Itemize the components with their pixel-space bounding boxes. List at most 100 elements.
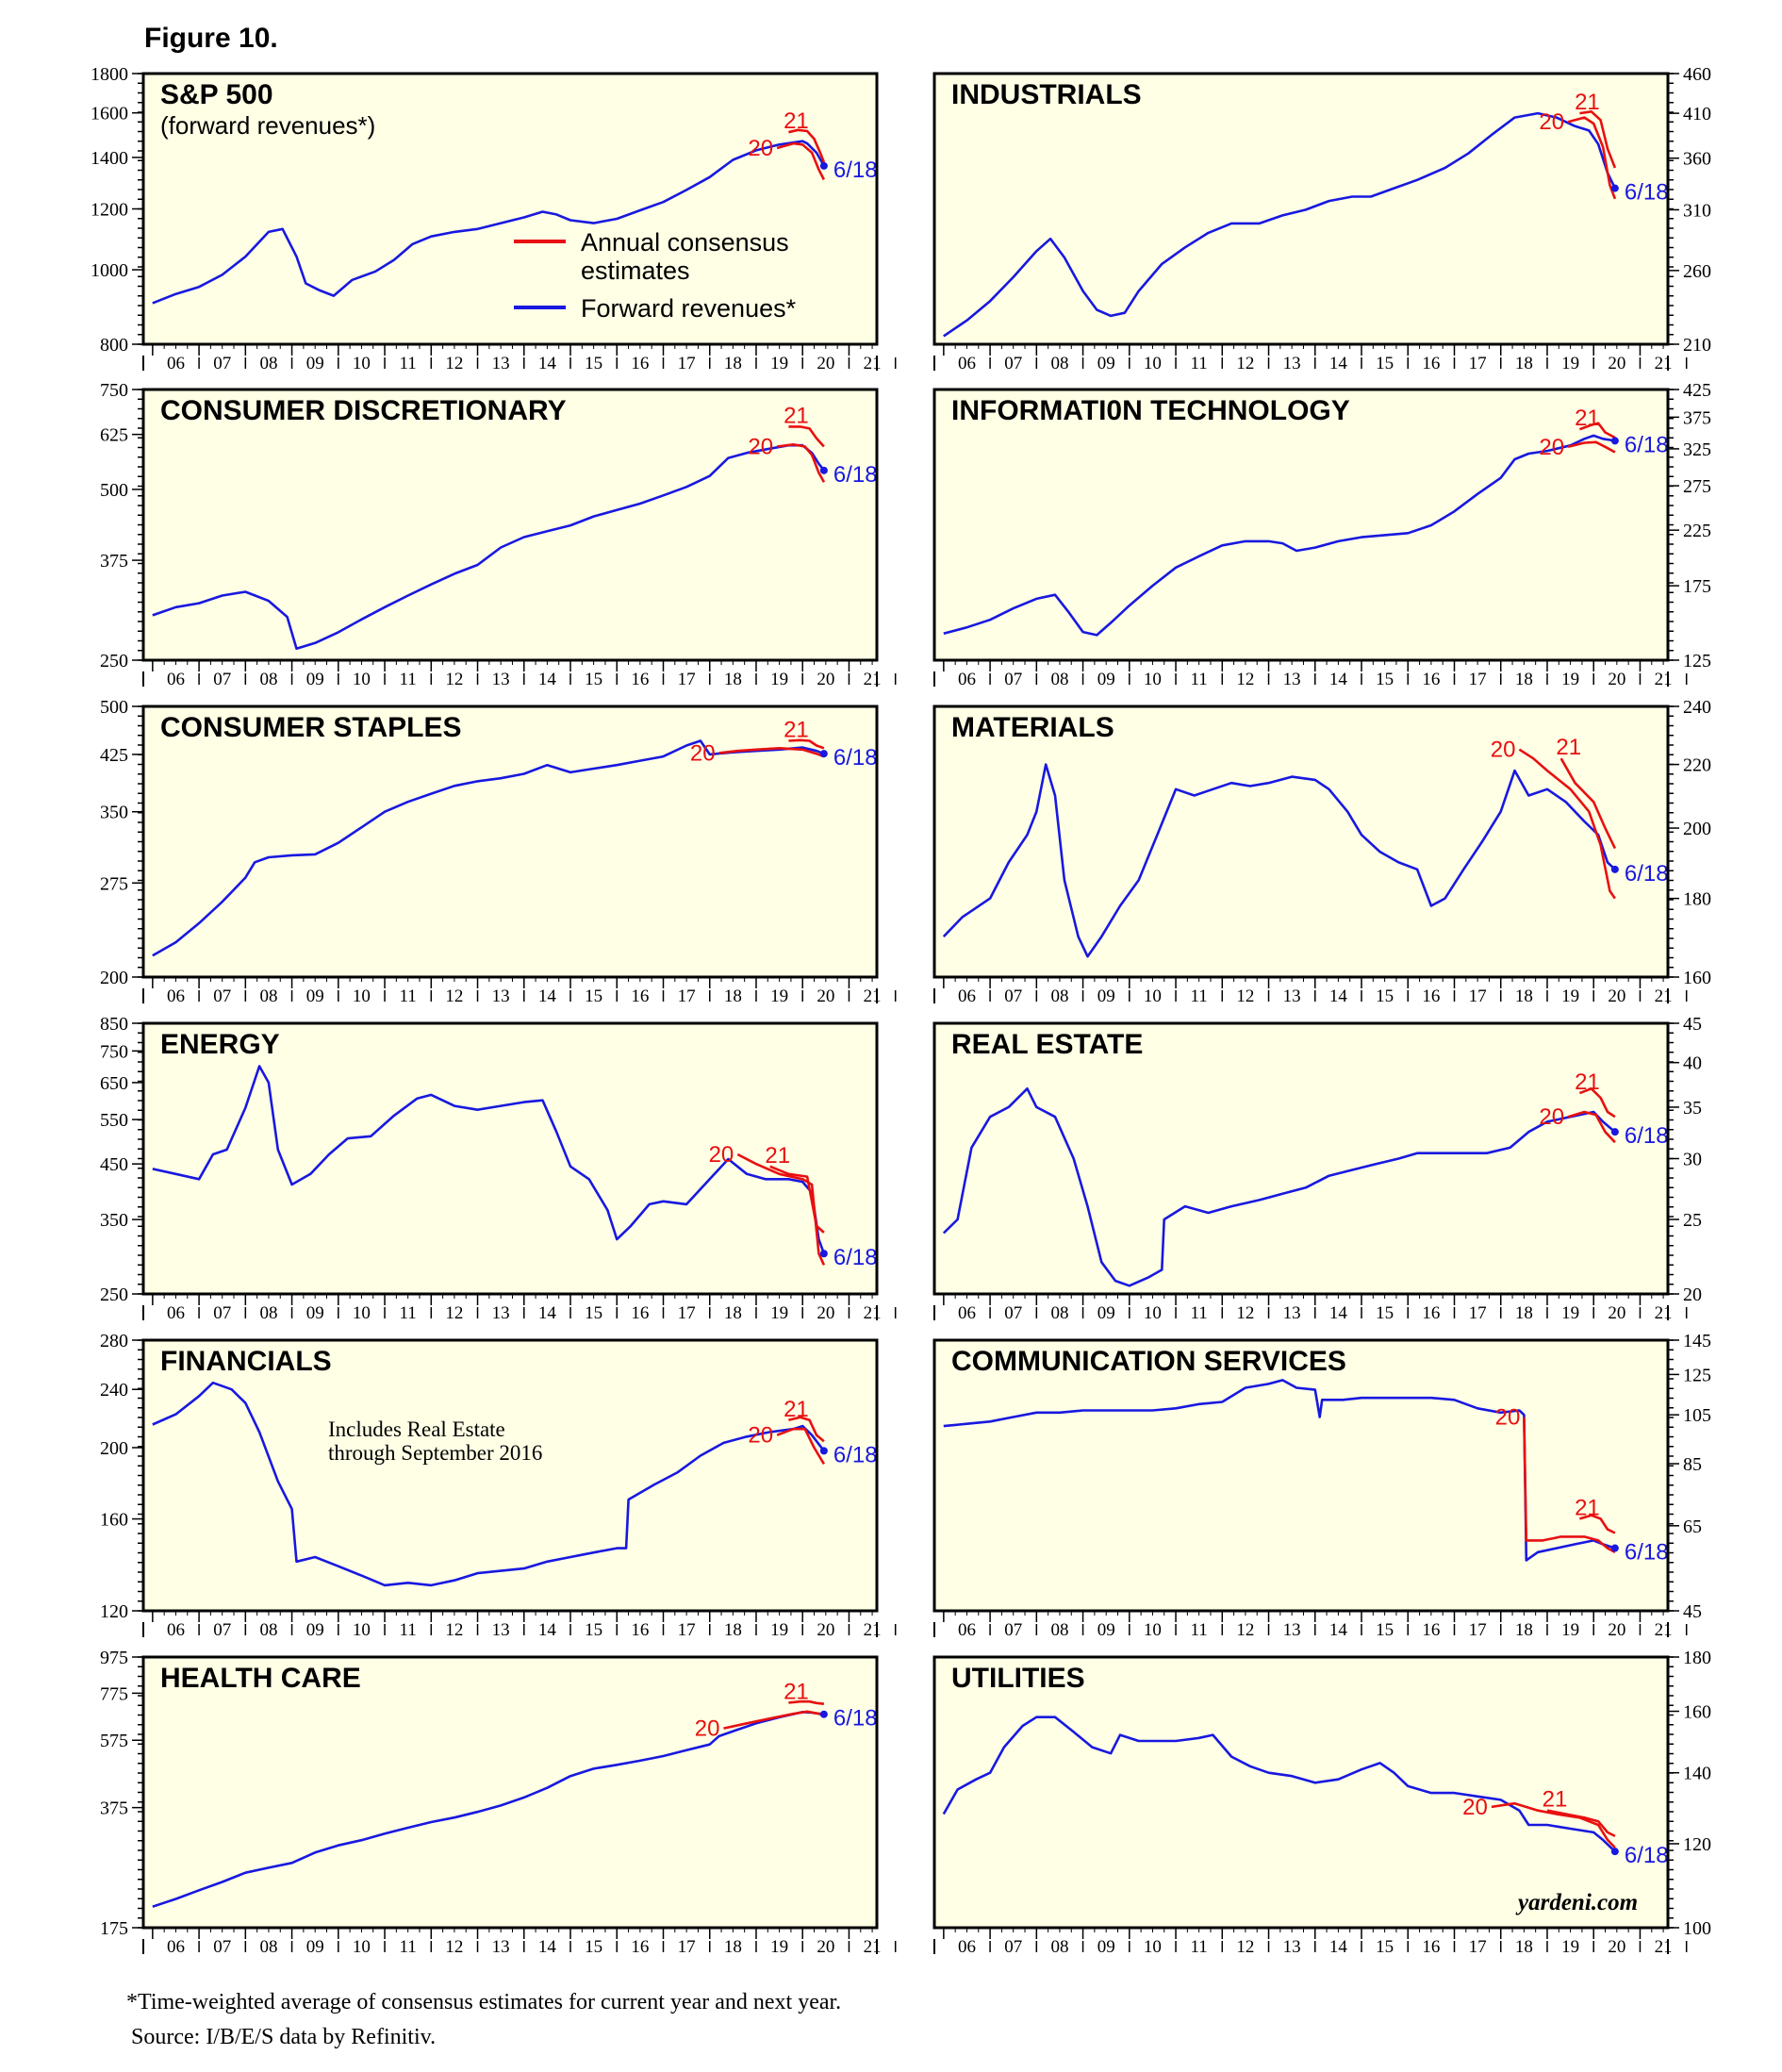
x-tick-label: 16 — [1422, 1937, 1440, 1957]
consensus-estimate-line — [788, 1416, 825, 1443]
y-tick-label: 350 — [100, 803, 128, 823]
x-tick-label: 07 — [1004, 1620, 1022, 1640]
x-tick-label: 10 — [1144, 986, 1162, 1006]
y-tick-label: 1800 — [91, 64, 128, 85]
plot-area — [143, 390, 877, 660]
y-tick-label: 45 — [1683, 1014, 1702, 1035]
x-tick-label: 13 — [1283, 986, 1301, 1006]
consensus-estimate-line — [1579, 110, 1617, 169]
x-tick-label: 21 — [1655, 986, 1673, 1006]
x-tick-label: 10 — [353, 670, 371, 689]
chart-title: COMMUNICATION SERVICES — [951, 1346, 1346, 1377]
x-tick-label: 13 — [1283, 1937, 1301, 1957]
x-tick-label: 20 — [1608, 670, 1625, 689]
y-tick-label: 1600 — [91, 104, 128, 124]
chart-panel: 850 750 650 550 450 350 250 06 07 08 09 10 11 12 13 14 1… — [100, 1014, 897, 1323]
end-date-label: 6/18 — [1625, 180, 1669, 206]
y-tick-label: 375 — [100, 1798, 128, 1819]
x-tick-label: 17 — [678, 354, 696, 373]
chart-title: CONSUMER STAPLES — [160, 712, 461, 743]
y-tick-label: 575 — [100, 1731, 128, 1751]
x-tick-label: 08 — [1050, 1303, 1068, 1323]
y-tick-label: 240 — [1683, 697, 1711, 718]
consensus-estimate-line — [1491, 1801, 1616, 1849]
y-tick-label: 1400 — [91, 148, 128, 169]
x-tick-label: 20 — [1608, 1620, 1625, 1640]
x-tick-label: 15 — [1376, 670, 1394, 689]
x-tick-label: 08 — [1050, 354, 1068, 373]
y-tick-label: 225 — [1683, 521, 1711, 541]
x-tick-label: 08 — [259, 354, 277, 373]
chart-panel: 750 625 500 375 250 06 07 08 09 10 11 12 13 14 15 16 17 1… — [100, 380, 897, 689]
x-tick-label: 07 — [213, 670, 231, 689]
x-tick-label: 15 — [585, 1303, 602, 1323]
plot-frame — [932, 1655, 1670, 1930]
estimate-label-2020: 20 — [690, 740, 716, 766]
x-tick-label: 14 — [1329, 986, 1348, 1006]
y-tick-label: 45 — [1683, 1601, 1702, 1622]
y-tick-label: 850 — [100, 1014, 128, 1035]
x-tick-label: 13 — [492, 354, 510, 373]
x-tick-label: 17 — [678, 670, 696, 689]
consensus-estimate-line — [1579, 1514, 1616, 1534]
x-tick-label: 09 — [306, 670, 324, 689]
x-tick-label: 17 — [1469, 670, 1487, 689]
consensus-estimate-line — [788, 738, 825, 750]
x-tick-label: 09 — [306, 986, 324, 1006]
plot-frame — [932, 1021, 1670, 1296]
y-tick-label: 750 — [100, 1041, 128, 1062]
x-tick-label: 07 — [213, 986, 231, 1006]
x-tick-label: 16 — [631, 1937, 649, 1957]
y-tick-label: 800 — [100, 335, 128, 356]
y-tick-label: 410 — [1683, 104, 1711, 124]
y-tick-label: 30 — [1683, 1150, 1702, 1170]
consensus-estimate-line — [1578, 422, 1616, 439]
chart-title: REAL ESTATE — [951, 1029, 1143, 1060]
consensus-estimate-line — [1523, 1417, 1616, 1553]
x-tick-label: 17 — [678, 1303, 696, 1323]
x-tick-label: 21 — [1655, 670, 1673, 689]
y-tick-label: 20 — [1683, 1285, 1702, 1305]
plot-frame — [141, 72, 879, 346]
x-tick-label: 07 — [1004, 1303, 1022, 1323]
x-tick-label: 11 — [400, 670, 417, 689]
y-tick-label: 450 — [100, 1154, 128, 1175]
figure-label: Figure 10. — [144, 23, 278, 54]
x-tick-label: 13 — [492, 1303, 510, 1323]
chart-title: CONSUMER DISCRETIONARY — [160, 395, 567, 426]
x-tick-label: 06 — [958, 986, 976, 1006]
plot-frame — [932, 1338, 1670, 1613]
source-note: Source: I/B/E/S data by Refinitiv. — [131, 2025, 437, 2049]
x-tick-label: 16 — [631, 354, 649, 373]
x-tick-label: 11 — [1191, 354, 1208, 373]
chart-panel: 145 125 105 85 65 45 06 07 08 09 10 11 12 13 14 15 16 17 1… — [932, 1331, 1711, 1640]
y-tick-label: 1000 — [91, 260, 128, 281]
y-tick-label: 500 — [100, 697, 128, 718]
y-tick-label: 280 — [100, 1331, 128, 1351]
x-tick-label: 21 — [864, 1303, 882, 1323]
y-tick-label: 180 — [1683, 1648, 1711, 1668]
end-date-label: 6/18 — [833, 745, 878, 771]
x-tick-label: 14 — [538, 1937, 557, 1957]
estimate-label-2020: 20 — [748, 1423, 773, 1449]
forward-end-marker — [1610, 1128, 1619, 1136]
x-tick-label: 09 — [1097, 1937, 1115, 1957]
forward-end-marker — [1610, 184, 1619, 192]
forward-end-marker — [819, 466, 828, 474]
chart-panel: 425 375 325 275 225 175 125 06 07 08 09 10 11 12 13 14 1… — [932, 380, 1711, 689]
x-tick-label: 06 — [167, 1620, 185, 1640]
y-tick-label: 425 — [100, 745, 128, 766]
x-tick-label: 09 — [306, 1937, 324, 1957]
x-tick-label: 15 — [585, 354, 602, 373]
y-tick-label: 40 — [1683, 1053, 1702, 1074]
x-tick-label: 11 — [1191, 1303, 1208, 1323]
x-tick-label: 11 — [400, 1303, 417, 1323]
x-tick-label: 20 — [817, 1937, 834, 1957]
y-tick-label: 180 — [1683, 889, 1711, 910]
y-tick-label: 425 — [1683, 380, 1711, 401]
x-tick-label: 18 — [1515, 670, 1533, 689]
end-date-label: 6/18 — [1625, 1540, 1669, 1566]
y-tick-label: 125 — [1683, 651, 1711, 671]
x-tick-label: 10 — [353, 1303, 371, 1323]
x-tick-label: 14 — [538, 1620, 557, 1640]
